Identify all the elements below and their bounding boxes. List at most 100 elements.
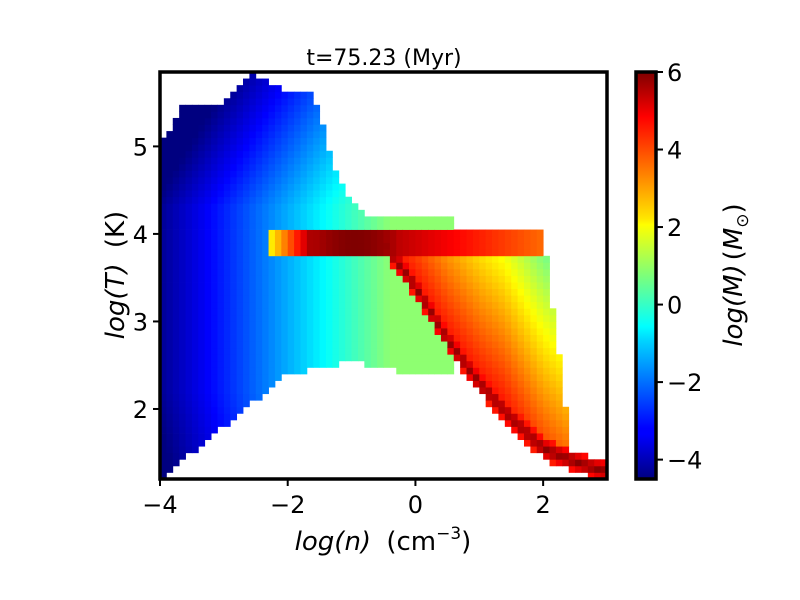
heatmap-cell — [536, 439, 544, 447]
heatmap-cell — [243, 360, 250, 368]
colorbar-tick-label: 0 — [667, 292, 682, 320]
heatmap-cell — [428, 354, 435, 362]
heatmap-cell — [249, 334, 257, 342]
heatmap-cell — [440, 249, 448, 257]
heatmap-cell — [243, 328, 250, 335]
heatmap-cell — [191, 117, 199, 125]
heatmap-cell — [504, 242, 512, 250]
heatmap-cell — [402, 328, 410, 335]
heatmap-cell — [243, 255, 250, 263]
heatmap-cell — [319, 288, 327, 296]
heatmap-cell — [223, 393, 231, 401]
heatmap-cell — [543, 347, 550, 355]
heatmap-cell — [555, 452, 563, 460]
heatmap-cell — [543, 433, 550, 441]
heatmap-cell — [255, 393, 263, 401]
heatmap-cell — [185, 387, 193, 395]
heatmap-cell — [236, 308, 244, 316]
heatmap-cell — [447, 236, 455, 244]
heatmap-cell — [166, 236, 174, 244]
heatmap-cell — [306, 150, 314, 158]
heatmap-cell — [236, 393, 244, 401]
heatmap-cell — [179, 157, 186, 165]
heatmap-cell — [447, 275, 455, 283]
heatmap-cell — [230, 203, 238, 211]
heatmap-cell — [306, 190, 314, 198]
heatmap-cell — [255, 78, 263, 86]
heatmap-cell — [415, 321, 423, 329]
heatmap-cell — [294, 216, 301, 224]
heatmap-cell — [198, 111, 206, 119]
heatmap-cell — [198, 144, 206, 152]
heatmap-cell — [204, 131, 212, 139]
heatmap-cell — [562, 452, 570, 460]
heatmap-cell — [338, 295, 346, 303]
heatmap-cell — [543, 295, 550, 303]
heatmap-cell — [236, 288, 244, 296]
heatmap-cell — [543, 387, 550, 395]
heatmap-cell — [172, 157, 180, 165]
heatmap-cell — [217, 393, 225, 401]
heatmap-cell — [530, 419, 538, 427]
heatmap-cell — [230, 288, 238, 296]
heatmap-cell — [575, 465, 582, 473]
heatmap-cell — [345, 347, 352, 355]
heatmap-cell — [243, 295, 250, 303]
heatmap-cell — [211, 117, 218, 125]
heatmap-cell — [236, 347, 244, 355]
heatmap-cell — [396, 301, 404, 309]
heatmap-cell — [345, 268, 352, 276]
heatmap-cell — [255, 222, 263, 230]
heatmap-cell — [249, 255, 257, 263]
heatmap-cell — [313, 170, 321, 178]
heatmap-cell — [185, 439, 193, 447]
heatmap-cell — [249, 196, 257, 204]
heatmap-cell — [389, 295, 397, 303]
heatmap-cell — [440, 216, 448, 224]
heatmap-cell — [281, 209, 289, 217]
heatmap-cell — [447, 308, 455, 316]
heatmap-cell — [300, 354, 308, 362]
heatmap-cell — [313, 150, 321, 158]
heatmap-cell — [185, 380, 193, 388]
heatmap-cell — [230, 183, 238, 191]
heatmap-cell — [319, 301, 327, 309]
heatmap-cell — [498, 393, 506, 401]
heatmap-cell — [166, 380, 174, 388]
heatmap-cell — [255, 157, 263, 165]
heatmap-cell — [160, 301, 167, 309]
heatmap-cell — [485, 249, 493, 257]
heatmap-cell — [306, 111, 314, 119]
heatmap-cell — [370, 347, 378, 355]
heatmap-cell — [453, 308, 461, 316]
heatmap-cell — [421, 334, 429, 342]
heatmap-cell — [313, 360, 321, 368]
heatmap-cell — [517, 236, 525, 244]
heatmap-cell — [160, 275, 167, 283]
heatmap-cell — [466, 268, 474, 276]
heatmap-cell — [300, 163, 308, 171]
heatmap-cell — [460, 255, 467, 263]
heatmap-cell — [409, 341, 416, 349]
heatmap-cell — [434, 236, 442, 244]
heatmap-cell — [300, 131, 308, 139]
heatmap-cell — [217, 275, 225, 283]
heatmap-cell — [185, 242, 193, 250]
heatmap-cell — [466, 229, 474, 237]
heatmap-cell — [523, 242, 531, 250]
heatmap-cell — [364, 314, 372, 322]
heatmap-cell — [249, 367, 257, 375]
heatmap-cell — [300, 334, 308, 342]
heatmap-cell — [326, 157, 333, 165]
heatmap-cell — [377, 295, 384, 303]
heatmap-cell — [536, 347, 544, 355]
heatmap-cell — [543, 328, 550, 335]
heatmap-cell — [389, 222, 397, 230]
heatmap-cell — [185, 321, 193, 329]
heatmap-cell — [402, 255, 410, 263]
heatmap-cell — [492, 295, 499, 303]
heatmap-cell — [415, 328, 423, 335]
heatmap-cell — [306, 157, 314, 165]
heatmap-cell — [223, 288, 231, 296]
heatmap-cell — [377, 321, 384, 329]
